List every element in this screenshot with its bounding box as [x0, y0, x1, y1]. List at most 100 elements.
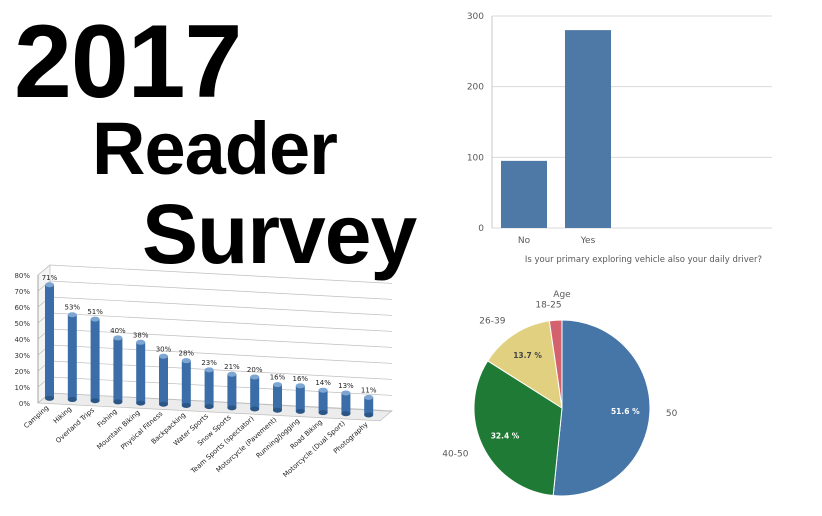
bar-base	[90, 398, 100, 404]
bar-body	[67, 314, 77, 400]
pie-value-label: 13.7 %	[513, 351, 542, 360]
pie-title: Age	[553, 290, 571, 300]
bar-base	[273, 407, 282, 413]
bar-top	[181, 358, 191, 364]
bar-base	[227, 405, 237, 411]
bar-body	[341, 392, 351, 414]
bar-body	[204, 369, 214, 407]
daily-driver-bar-chart: 0 100 200 300 No Yes Is your primary exploring…	[467, 12, 772, 265]
bar-top	[318, 387, 328, 393]
bar-base	[136, 400, 146, 406]
title-reader: Reader	[92, 107, 338, 190]
age-pie-chart: Age 51.6 % 50 32.4 % 40-50 13.7 % 26-39 18-25	[442, 290, 678, 497]
pie-category-label: 40-50	[442, 449, 468, 459]
data-label: 53%	[65, 304, 81, 312]
data-label: 28%	[179, 350, 195, 358]
bar-body	[364, 397, 374, 415]
bar-base	[318, 410, 328, 416]
gridline	[49, 360, 393, 380]
gridline	[49, 312, 393, 332]
x-tick-label: Mountain Biking	[95, 409, 141, 452]
y-tick-label: 0	[478, 224, 484, 234]
pie-slice-26-39	[487, 320, 563, 410]
data-label: 16%	[270, 374, 286, 382]
bar-base	[204, 404, 214, 410]
bar-yes	[565, 30, 611, 229]
y-tick-label: 200	[467, 83, 484, 93]
gridline-side	[37, 264, 51, 276]
bar-base	[295, 408, 305, 414]
y-tick-label: 80%	[14, 272, 30, 280]
bar-body	[318, 390, 328, 413]
bar-base	[250, 406, 260, 412]
bar-body	[273, 384, 282, 411]
pie-category-label: 50	[666, 409, 678, 419]
x-axis-title: Is your primary exploring vehicle also y…	[525, 255, 762, 265]
bar-top	[364, 394, 374, 400]
gridline	[49, 376, 393, 396]
bar-top	[295, 383, 305, 389]
data-label: 71%	[42, 274, 58, 282]
bar-no	[501, 160, 547, 228]
data-label: 14%	[315, 379, 331, 387]
bar-top	[159, 353, 168, 359]
bar-body	[90, 319, 100, 401]
y-tick-label: 0%	[19, 400, 30, 408]
bar-top	[341, 390, 351, 396]
bar-body	[45, 284, 54, 399]
data-label: 23%	[201, 359, 217, 367]
data-label: 11%	[361, 386, 377, 394]
y-tick-label: 70%	[14, 288, 30, 296]
data-label: 21%	[224, 363, 240, 371]
pie-slice-18-25	[548, 319, 563, 409]
gridline	[49, 392, 393, 412]
bar-body	[227, 374, 237, 408]
x-tick-label: No	[518, 236, 531, 246]
pie-value-label: 32.4 %	[491, 432, 520, 441]
bar-top	[45, 282, 54, 288]
y-tick-label: 10%	[14, 384, 30, 392]
y-tick-label: 60%	[14, 304, 30, 312]
data-label: 51%	[87, 308, 103, 316]
pie-category-label: 26-39	[479, 317, 505, 327]
bar-top	[113, 335, 123, 341]
bar-top	[136, 339, 146, 345]
x-tick-label: Fishing	[96, 407, 119, 429]
bar-base	[67, 397, 77, 403]
bar-top	[273, 382, 282, 388]
y-tick-label: 50%	[14, 320, 30, 328]
x-tick-label: Hiking	[52, 405, 73, 425]
bar-top	[250, 374, 260, 380]
bar-top	[227, 371, 237, 377]
bar-top	[204, 367, 214, 373]
gridline	[49, 280, 393, 300]
bar-base	[45, 395, 54, 401]
y-tick-label: 20%	[14, 368, 30, 376]
pie-slice-50	[552, 319, 651, 497]
bar-base	[364, 412, 374, 418]
x-tick-label: Running/Jogging	[255, 417, 302, 460]
bar-body	[295, 385, 305, 412]
data-label: 20%	[247, 366, 263, 374]
x-tick-label: Yes	[580, 236, 596, 246]
title-survey: Survey	[142, 187, 417, 281]
y-tick-label: 300	[467, 12, 484, 22]
bar-base	[113, 399, 123, 405]
x-tick-label: Physical Fitness	[119, 410, 164, 452]
bar-top	[67, 312, 77, 318]
y-tick-label: 30%	[14, 352, 30, 360]
bar-body	[250, 377, 260, 410]
bar-body	[113, 337, 123, 402]
data-label: 13%	[338, 382, 354, 390]
bar-body	[159, 356, 168, 405]
gridline	[49, 328, 393, 348]
activities-bar-chart: 0%10%20%30%40%50%60%70%80% 71%Camping53%H…	[14, 264, 393, 479]
bar-body	[181, 360, 191, 406]
bar-base	[341, 411, 351, 417]
bar-base	[159, 401, 168, 407]
pie-value-label: 51.6 %	[611, 407, 640, 416]
bar-top	[90, 316, 100, 322]
title-year: 2017	[14, 4, 242, 120]
gridline	[49, 296, 393, 316]
pie-category-label: 18-25	[535, 300, 561, 310]
